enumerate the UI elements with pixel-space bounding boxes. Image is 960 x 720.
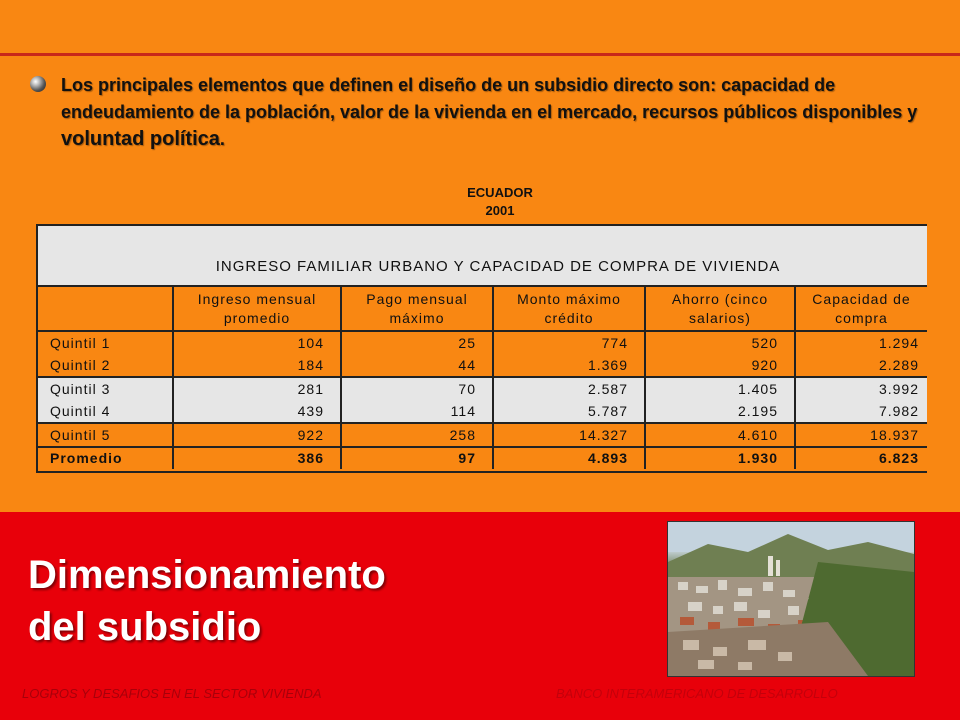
cell-capacidad: 7.982 xyxy=(794,400,927,422)
cell-capacidad: 3.992 xyxy=(794,378,927,400)
row-divider xyxy=(38,422,927,424)
header-monto-line2: crédito xyxy=(544,310,594,326)
row-label: Quintil 4 xyxy=(50,403,111,419)
cell-ahorro: 4.610 xyxy=(644,424,794,446)
row-divider xyxy=(38,446,927,448)
slide-title: Dimensionamiento del subsidio xyxy=(28,549,386,653)
table-row: Quintil 5 922 258 14.327 4.610 18.937 xyxy=(38,424,927,446)
housing-table: INGRESO FAMILIAR URBANO Y CAPACIDAD DE C… xyxy=(36,224,927,473)
header-monto-line1: Monto máximo xyxy=(517,291,621,307)
table-row: Quintil 1 104 25 774 520 1.294 xyxy=(38,332,927,354)
header-ahorro-line1: Ahorro (cinco xyxy=(671,291,769,307)
slide-title-line1: Dimensionamiento xyxy=(28,553,386,597)
cell-ahorro: 1.405 xyxy=(644,378,794,400)
header-ingreso-line1: Ingreso mensual xyxy=(197,291,317,307)
cell-ahorro: 1.930 xyxy=(644,447,794,469)
cell-ingreso: 439 xyxy=(172,400,340,422)
cell-capacidad: 1.294 xyxy=(794,332,927,354)
header-ahorro: Ahorro (cinco salarios) xyxy=(644,287,794,330)
cell-ingreso: 386 xyxy=(172,447,340,469)
row-divider xyxy=(38,376,927,378)
row-label: Promedio xyxy=(50,450,123,466)
bullet-sphere-icon xyxy=(30,76,46,92)
row-label: Quintil 3 xyxy=(50,381,111,397)
city-photo xyxy=(667,521,915,677)
cell-ahorro: 520 xyxy=(644,332,794,354)
table-header-row: Ingreso mensual promedio Pago mensual má… xyxy=(38,287,927,332)
table-row: Quintil 2 184 44 1.369 920 2.289 xyxy=(38,354,927,376)
header-ahorro-line2: salarios) xyxy=(689,310,751,326)
cell-monto: 4.893 xyxy=(492,447,644,469)
cell-monto: 14.327 xyxy=(492,424,644,446)
header-monto: Monto máximo crédito xyxy=(492,287,644,330)
cell-ingreso: 184 xyxy=(172,354,340,376)
header-pago-line1: Pago mensual xyxy=(366,291,468,307)
cell-monto: 2.587 xyxy=(492,378,644,400)
table-row-average: Promedio 386 97 4.893 1.930 6.823 xyxy=(38,447,927,469)
header-capacidad-line2: compra xyxy=(835,310,888,326)
cell-ahorro: 920 xyxy=(644,354,794,376)
cell-capacidad: 6.823 xyxy=(794,447,927,469)
row-label: Quintil 5 xyxy=(50,427,111,443)
cell-capacidad: 2.289 xyxy=(794,354,927,376)
table-title-row: INGRESO FAMILIAR URBANO Y CAPACIDAD DE C… xyxy=(38,226,927,287)
table-caption: ECUADOR 2001 xyxy=(440,184,560,220)
cell-pago: 97 xyxy=(340,447,492,469)
header-capacidad: Capacidad de compra xyxy=(794,287,927,330)
table-row: Quintil 3 281 70 2.587 1.405 3.992 xyxy=(38,378,927,400)
bullet-text-end: . xyxy=(219,129,225,149)
table-caption-year: 2001 xyxy=(485,203,515,218)
header-ingreso: Ingreso mensual promedio xyxy=(172,287,340,330)
footer-right-text: BANCO INTERAMERICANO DE DESARROLLO xyxy=(556,686,838,701)
row-label: Quintil 1 xyxy=(50,335,111,351)
table-title: INGRESO FAMILIAR URBANO Y CAPACIDAD DE C… xyxy=(215,258,781,275)
cell-capacidad: 18.937 xyxy=(794,424,927,446)
header-pago-line2: máximo xyxy=(389,310,445,326)
city-photo-illustration xyxy=(668,522,914,676)
cell-pago: 114 xyxy=(340,400,492,422)
bullet-text: Los principales elementos que definen el… xyxy=(61,72,931,153)
bullet-text-main: Los principales elementos que definen el… xyxy=(61,75,918,122)
cell-pago: 44 xyxy=(340,354,492,376)
row-label: Quintil 2 xyxy=(50,357,111,373)
cell-monto: 1.369 xyxy=(492,354,644,376)
cell-monto: 774 xyxy=(492,332,644,354)
cell-pago: 70 xyxy=(340,378,492,400)
slide-title-line2: del subsidio xyxy=(28,605,262,649)
table-row: Quintil 4 439 114 5.787 2.195 7.982 xyxy=(38,400,927,422)
cell-ingreso: 281 xyxy=(172,378,340,400)
bullet-text-emphasis: voluntad política xyxy=(61,128,220,150)
cell-pago: 25 xyxy=(340,332,492,354)
header-pago: Pago mensual máximo xyxy=(340,287,492,330)
cell-ingreso: 922 xyxy=(172,424,340,446)
cell-ingreso: 104 xyxy=(172,332,340,354)
footer-left-text: LOGROS Y DESAFIOS EN EL SECTOR VIVIENDA xyxy=(22,686,322,701)
cell-monto: 5.787 xyxy=(492,400,644,422)
top-divider-line xyxy=(0,53,960,56)
header-capacidad-line1: Capacidad de xyxy=(812,291,911,307)
table-caption-country: ECUADOR xyxy=(467,185,533,200)
cell-ahorro: 2.195 xyxy=(644,400,794,422)
header-ingreso-line2: promedio xyxy=(223,310,291,326)
cell-pago: 258 xyxy=(340,424,492,446)
